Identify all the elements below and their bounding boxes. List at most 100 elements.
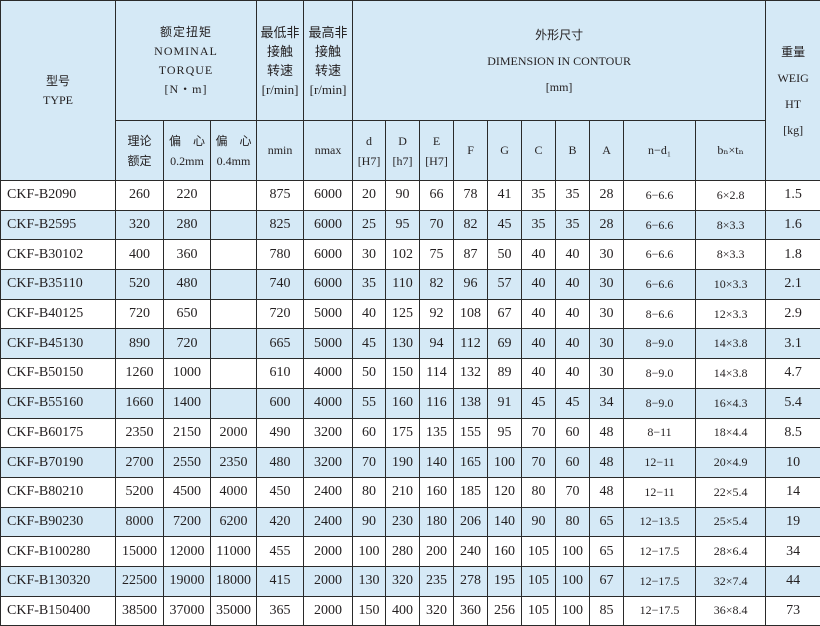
col-A: A [589, 120, 625, 181]
value-cell: 8−9.0 [623, 358, 697, 389]
value-cell: 1000 [163, 358, 211, 389]
value-cell: 455 [256, 536, 305, 567]
value-cell: 6000 [303, 209, 354, 241]
value-cell: 138 [453, 387, 489, 419]
col-bn-tn: bₙ×tₙ [695, 120, 767, 181]
value-cell: 2000 [303, 595, 354, 626]
model-cell: CKF-B2595 [0, 209, 116, 241]
value-cell: 5.4 [765, 387, 820, 419]
value-cell: 132 [453, 358, 489, 389]
value-cell: 280 [385, 536, 421, 567]
nmin-header: 最低非 接触 转速 [r/min] [256, 0, 305, 121]
value-cell: 150 [385, 358, 421, 389]
value-cell: 135 [419, 417, 455, 449]
value-cell: 360 [163, 239, 211, 271]
value-cell: 45 [352, 328, 387, 360]
table-row: CKF-B80210 5200 4500 4000 450 2400 80 210 160 185… [0, 476, 820, 508]
value-cell: 160 [487, 536, 523, 567]
value-cell: 6−6.6 [623, 180, 697, 211]
value-cell: 108 [453, 298, 489, 330]
value-cell: 65 [589, 536, 625, 567]
value-cell [209, 358, 258, 389]
value-cell: 78 [453, 180, 489, 211]
value-cell [209, 209, 258, 241]
table-row: CKF-B55160 1660 1400 600 4000 55 160 116 138 91 45… [0, 387, 820, 419]
value-cell: 120 [487, 476, 523, 508]
value-cell: 125 [385, 298, 421, 330]
value-cell: 10×3.3 [695, 269, 767, 300]
value-cell: 100 [487, 447, 523, 478]
torque-header: 额定扭矩 NOMINAL TORQUE [N・m] [114, 0, 258, 121]
table-row: CKF-B150400 38500 37000 35000 365 2000 150 400 3… [0, 595, 820, 626]
value-cell: 30 [352, 239, 387, 271]
value-cell: 105 [521, 565, 557, 597]
value-cell [209, 328, 258, 360]
value-cell: 720 [163, 328, 211, 360]
value-cell: 48 [589, 447, 625, 478]
value-cell: 50 [487, 239, 523, 271]
value-cell: 190 [385, 447, 421, 478]
value-cell: 175 [385, 417, 421, 449]
value-cell: 2700 [115, 447, 164, 478]
value-cell: 320 [419, 595, 455, 626]
value-cell: 30 [589, 239, 625, 271]
col-D: D [h7] [385, 120, 421, 181]
value-cell: 5200 [115, 476, 164, 508]
value-cell: 105 [521, 595, 557, 626]
value-cell: 720 [256, 298, 305, 330]
value-cell: 35 [352, 269, 387, 300]
value-cell: 30 [589, 298, 625, 330]
col-G: G [487, 120, 523, 181]
value-cell: 75 [419, 239, 455, 271]
value-cell: 100 [555, 565, 591, 597]
value-cell: 6000 [303, 180, 354, 211]
value-cell: 520 [115, 269, 164, 300]
model-cell: CKF-B80210 [0, 476, 116, 508]
value-cell: 35000 [209, 595, 258, 626]
value-cell: 1660 [115, 387, 164, 419]
value-cell: 35 [521, 209, 557, 241]
value-cell: 30 [589, 358, 625, 389]
value-cell: 210 [385, 476, 421, 508]
value-cell: 85 [589, 595, 625, 626]
value-cell: 44 [765, 565, 820, 597]
value-cell: 5000 [303, 328, 354, 360]
value-cell: 34 [589, 387, 625, 419]
dimension-header: 外形尺寸 DIMENSION IN CONTOUR [mm] [352, 0, 767, 121]
value-cell: 70 [555, 476, 591, 508]
value-cell: 490 [256, 417, 305, 449]
col-F: F [453, 120, 489, 181]
value-cell: 230 [385, 506, 421, 538]
value-cell: 12−17.5 [623, 536, 697, 567]
value-cell: 100 [555, 595, 591, 626]
value-cell: 160 [385, 387, 421, 419]
col-ecc-04: 偏 心 0.4mm [209, 120, 258, 181]
value-cell: 185 [453, 476, 489, 508]
value-cell: 6000 [303, 239, 354, 271]
value-cell: 8−6.6 [623, 298, 697, 330]
value-cell: 6200 [209, 506, 258, 538]
value-cell: 80 [521, 476, 557, 508]
value-cell: 57 [487, 269, 523, 300]
value-cell: 256 [487, 595, 523, 626]
value-cell: 70 [521, 417, 557, 449]
col-E: E [H7] [419, 120, 455, 181]
value-cell: 90 [521, 506, 557, 538]
value-cell: 2550 [163, 447, 211, 478]
value-cell: 280 [163, 209, 211, 241]
table-row: CKF-B50150 1260 1000 610 4000 50 150 114 132 89 40… [0, 358, 820, 389]
value-cell: 69 [487, 328, 523, 360]
value-cell: 60 [555, 417, 591, 449]
value-cell: 48 [589, 476, 625, 508]
value-cell: 20 [352, 180, 387, 211]
value-cell: 2400 [303, 506, 354, 538]
value-cell: 130 [385, 328, 421, 360]
value-cell: 70 [521, 447, 557, 478]
value-cell: 2150 [163, 417, 211, 449]
value-cell: 37000 [163, 595, 211, 626]
value-cell: 12−11 [623, 447, 697, 478]
value-cell: 105 [521, 536, 557, 567]
value-cell [209, 387, 258, 419]
value-cell: 780 [256, 239, 305, 271]
value-cell: 2.1 [765, 269, 820, 300]
